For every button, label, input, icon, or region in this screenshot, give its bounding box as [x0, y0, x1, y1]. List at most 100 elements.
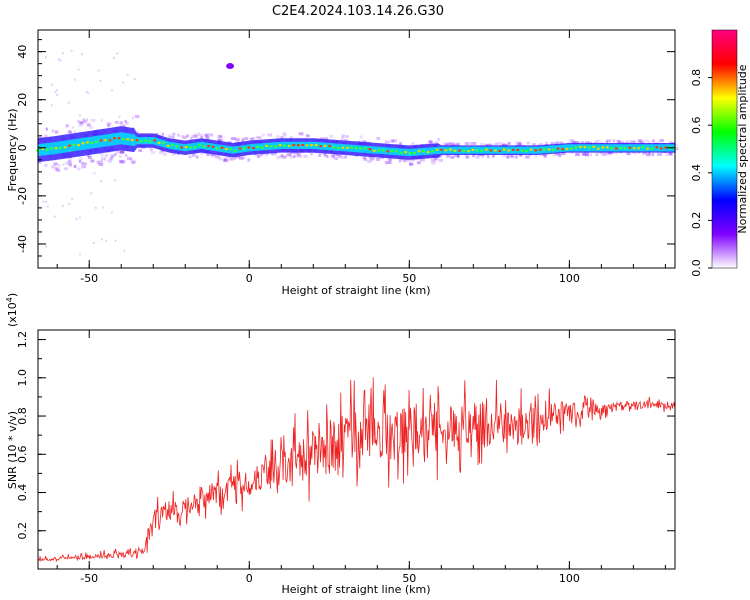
heat-cell — [410, 158, 415, 162]
heat-cell — [575, 153, 580, 157]
heat-cell — [87, 153, 91, 157]
heat-peak — [538, 148, 542, 151]
heat-cell — [64, 161, 70, 165]
heat-cell — [125, 122, 129, 126]
heat-core — [336, 146, 340, 150]
heat-peak — [220, 146, 224, 149]
heat-cell — [298, 132, 304, 136]
heat-cell — [81, 165, 86, 169]
heat-cell — [210, 133, 214, 137]
heat-cell — [376, 136, 381, 140]
heat-cell — [447, 142, 451, 146]
heat-core — [121, 138, 125, 141]
heat-cell — [205, 133, 211, 137]
heat-peak — [503, 148, 506, 151]
heat-cell — [62, 163, 65, 166]
heat-cell — [518, 143, 522, 147]
heat-cell — [259, 153, 263, 157]
heat-core — [144, 139, 148, 142]
heat-cell — [150, 147, 153, 151]
heat-cell — [329, 134, 334, 138]
heat-peak — [561, 148, 564, 151]
heat-cell — [105, 239, 108, 242]
heat-cell — [100, 180, 103, 183]
heat-cell — [340, 137, 344, 141]
heat-cell — [558, 141, 563, 145]
heat-core — [161, 141, 165, 145]
heat-cell — [90, 118, 96, 122]
heat-cell — [119, 121, 123, 125]
snr-ylabel: SNR (10 * v/v) — [6, 411, 19, 489]
heat-cell — [187, 134, 190, 138]
heat-cell — [384, 140, 390, 144]
heat-peak — [516, 148, 520, 151]
heat-cell — [345, 135, 349, 139]
heat-cell — [191, 134, 197, 138]
heat-cell — [543, 153, 547, 157]
heat-cell — [126, 157, 132, 161]
heat-core — [399, 151, 403, 155]
heat-cell — [121, 150, 125, 154]
heat-cell — [51, 129, 54, 133]
heat-cell — [230, 137, 236, 141]
heat-core — [350, 146, 354, 149]
heat-peak — [489, 149, 493, 152]
heat-cell — [167, 134, 173, 138]
heat-cell — [46, 205, 49, 208]
heat-peak — [265, 144, 269, 147]
heat-cell — [256, 154, 260, 158]
heat-cell — [431, 161, 436, 165]
heat-cell — [323, 137, 329, 141]
heat-cell — [69, 163, 72, 167]
spectrogram-heatmap — [36, 49, 679, 256]
heat-cell — [122, 81, 125, 84]
heat-cell — [599, 151, 603, 155]
heat-cell — [180, 135, 185, 139]
heat-peak — [180, 146, 183, 149]
heat-cell — [484, 143, 489, 147]
heat-cell — [338, 154, 342, 158]
heat-cell — [632, 151, 638, 155]
heat-core — [188, 146, 192, 149]
heat-peak — [184, 146, 188, 149]
heat-cell — [475, 155, 480, 159]
heat-cell — [119, 160, 123, 164]
snr-ticks: -50 0 50 100 0.2 0.4 0.6 0.8 1.0 1.2 — [16, 330, 675, 585]
heat-core — [524, 149, 528, 153]
heat-core — [229, 147, 233, 151]
heat-core — [480, 149, 484, 153]
heat-cell — [325, 154, 329, 158]
heat-peak — [373, 149, 376, 152]
heat-cell — [136, 131, 139, 135]
heat-cell — [362, 140, 366, 144]
heat-cell — [644, 139, 649, 143]
heat-cell — [51, 83, 54, 86]
heat-blob — [226, 63, 235, 70]
heat-core — [269, 145, 273, 148]
heat-cell — [559, 141, 564, 145]
heat-peak — [81, 142, 85, 145]
heat-cell — [669, 151, 672, 155]
heat-cell — [107, 124, 110, 128]
heat-cell — [532, 143, 536, 147]
snr-xtick-label: 0 — [246, 572, 253, 585]
heat-peak — [458, 149, 461, 152]
heat-core — [202, 145, 206, 148]
heat-cell — [124, 153, 128, 157]
snr-ytick-label: 0.2 — [16, 522, 29, 540]
heat-cell — [123, 249, 126, 252]
heat-cell — [94, 206, 97, 209]
heat-cell — [229, 157, 234, 161]
heat-cell — [168, 136, 172, 140]
heat-cell — [100, 119, 103, 123]
heat-cell — [480, 142, 485, 146]
snr-series-line — [37, 377, 675, 563]
heat-cell — [119, 150, 124, 154]
heat-cell — [79, 121, 84, 125]
heat-core — [197, 143, 201, 147]
heat-cell — [630, 139, 636, 143]
heat-peak — [449, 148, 452, 151]
heat-cell — [615, 151, 618, 155]
snr-multiplier: (x104) — [5, 293, 19, 327]
spec-ytick-label: 20 — [16, 93, 29, 107]
